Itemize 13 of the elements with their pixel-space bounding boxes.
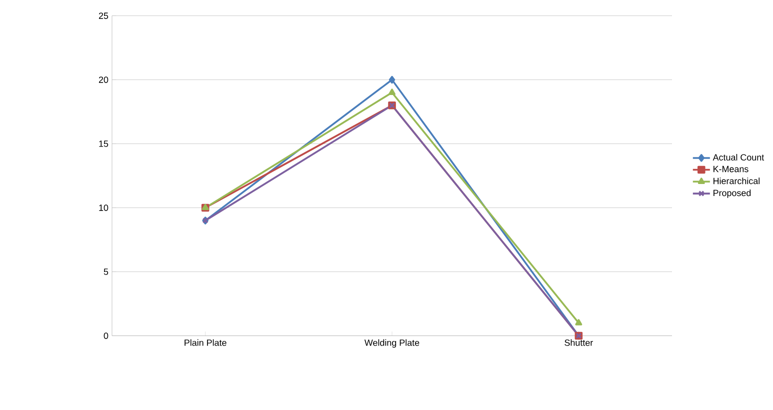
- legend-label: Hierarchical: [714, 178, 760, 184]
- y-tick-label: 5: [104, 268, 108, 275]
- legend-label: K-Means: [714, 166, 748, 172]
- y-tick-label: 20: [98, 76, 108, 83]
- y-tick-label: 0: [104, 332, 108, 339]
- legend-label: Actual Count: [712, 154, 764, 161]
- y-tick-label: 10: [99, 204, 108, 211]
- y-tick-label: 15: [99, 140, 108, 147]
- y-tick-label: 25: [98, 12, 108, 19]
- x-tick-label: Shutter: [564, 339, 593, 346]
- legend-label: Proposed: [714, 190, 751, 198]
- x-tick-label: Welding Plate: [364, 339, 420, 348]
- x-tick-label: Plain Plate: [184, 339, 226, 346]
